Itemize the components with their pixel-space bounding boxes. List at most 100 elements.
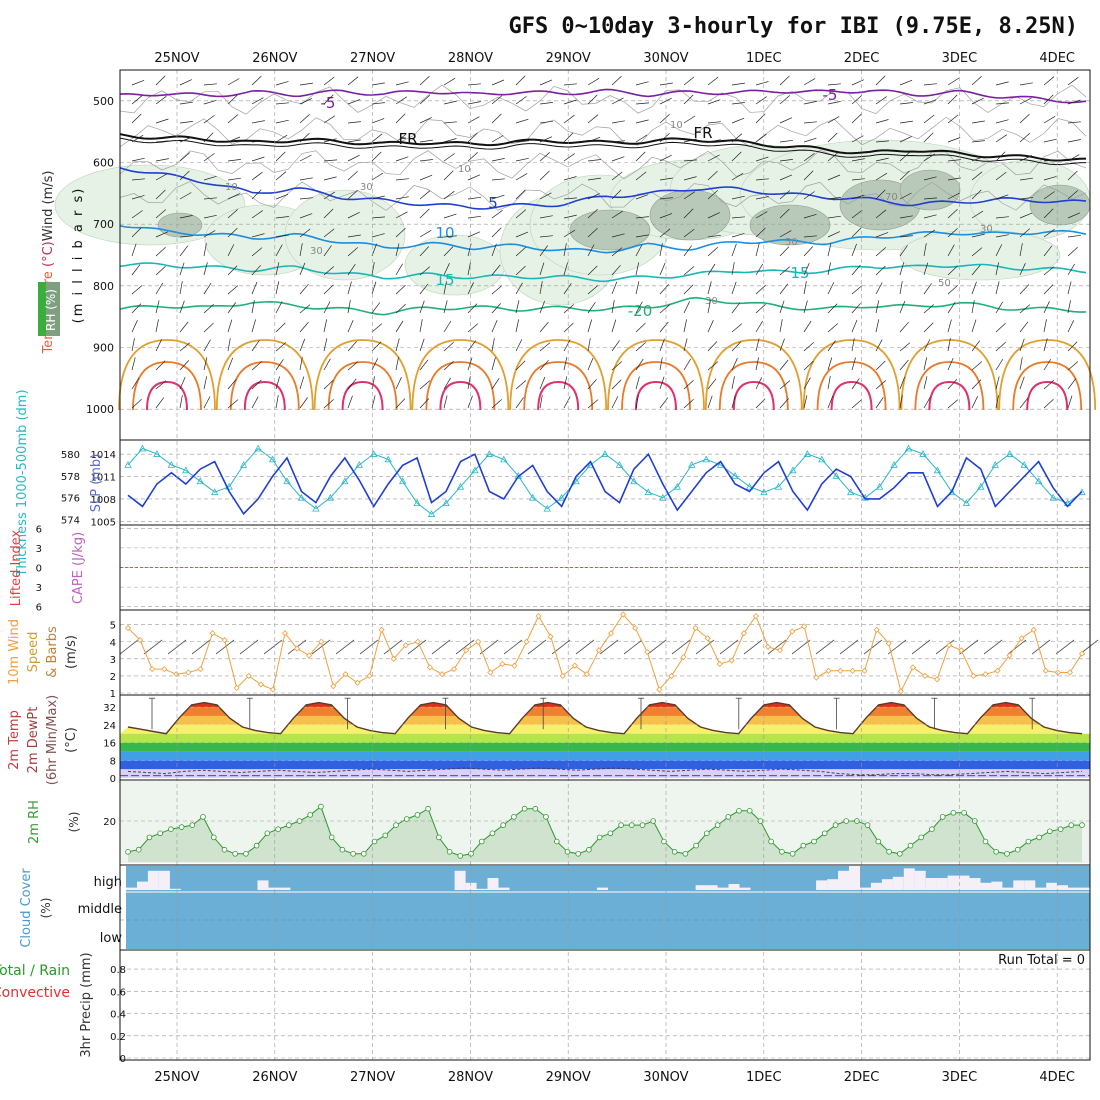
isotherm-20 [119,296,1087,316]
wind-speed-point [535,613,542,620]
wind-barb [443,360,454,371]
wind-barb [491,378,500,390]
rh-point [1068,822,1075,828]
wind-barb [683,319,687,333]
wind-barb [779,230,792,238]
slp-tick-label: 1014 [91,450,116,461]
wind-barb [683,138,697,143]
wind-barb [323,379,334,390]
cloud-high-bar [1002,887,1014,890]
wind-barb [539,235,553,238]
wind-barb [1043,76,1055,86]
wind-barb [659,132,670,143]
cloud-high-bar [816,880,828,890]
surface-wind-barb [263,639,283,655]
wind-barb [995,244,1003,257]
wind-barb [323,176,337,181]
wind-barb [1043,338,1048,352]
precip-tick-label: 0.2 [110,1032,126,1043]
wind-barb [275,395,279,409]
wind-barb [539,321,549,333]
temp-band [120,742,1090,752]
wind-barb [131,210,143,219]
wind-barb [875,380,887,390]
temp-tick-label: 16 [103,739,116,750]
rh-point [832,822,839,828]
wind-barb [251,233,265,238]
rh-point [135,846,142,853]
date-label-top: 1DEC [746,51,782,66]
wind-barb [155,380,167,390]
wind-barb [827,357,833,371]
wind-barb [851,285,863,295]
thickness-point [370,450,378,457]
wind-barb [947,302,956,314]
wind-barb [563,176,577,181]
cloud-high-bar [268,887,280,890]
rh-point [682,850,689,857]
wind-barb [659,262,666,276]
wind-barb [611,264,621,276]
wind-barb [923,214,937,219]
thickness-point [890,461,898,468]
wind-barb [611,120,625,124]
rh-point [275,826,281,832]
wind-barb [155,118,169,124]
wind-barb [827,231,840,238]
wind-barb [515,339,523,352]
wind-barb [611,396,619,409]
wind-barb [1043,176,1057,181]
wind-barb [1019,338,1025,352]
wind-barb [779,174,793,181]
wind-barb [947,285,958,295]
wind-speed-point [1018,635,1025,642]
wind-barb [1019,97,1032,105]
wind-barb [155,339,163,352]
wind-barb [659,177,673,181]
cloud-high-bar [695,885,707,890]
wind-barb [899,235,913,238]
rh-point [618,822,624,828]
surface-wind-barb [719,639,739,655]
wind-barb [395,211,408,219]
wind-barb [1019,243,1023,257]
wind-barb [251,247,263,257]
wind-barb [923,262,929,276]
wind-barb [443,170,454,181]
wind-barb [923,396,931,409]
lifted-index-tick-label: 6 [36,524,42,535]
wind-speed-point [450,666,458,673]
wind-barb [251,361,263,371]
wind-barb [539,192,552,200]
wind-barb [251,189,262,200]
wind-barb [803,320,812,333]
wind-barb [395,284,406,295]
wind-barb [347,319,354,333]
wind-speed-point [825,667,832,674]
wind-barb [155,282,164,295]
surface-wind-barb [479,639,499,655]
wind-barb [947,114,959,124]
wind-barb [491,227,502,238]
wind-speed-point [885,640,892,647]
surface-wind-barb [119,639,139,655]
precip-convective-label: Convective [0,985,70,1001]
rh-point [553,838,560,845]
wind-barb [683,76,695,86]
wind-speed-point [837,667,844,674]
wind-tick-label: 2 [110,672,116,683]
wind-barb [299,321,309,333]
rh-point [178,824,185,830]
wind-barb [227,378,237,390]
wind-barb [803,121,817,124]
wind-barb [707,320,714,333]
wind-barb [515,157,529,162]
wind-barb [563,99,577,105]
wind-barb [875,75,886,86]
date-label-bottom: 30NOV [643,1070,688,1085]
wind-barb [1019,376,1025,390]
wind-barb [1043,284,1054,295]
wind-barb [779,75,790,86]
boundary-layer-contour [132,361,202,411]
cloud-high-bar [860,887,871,890]
